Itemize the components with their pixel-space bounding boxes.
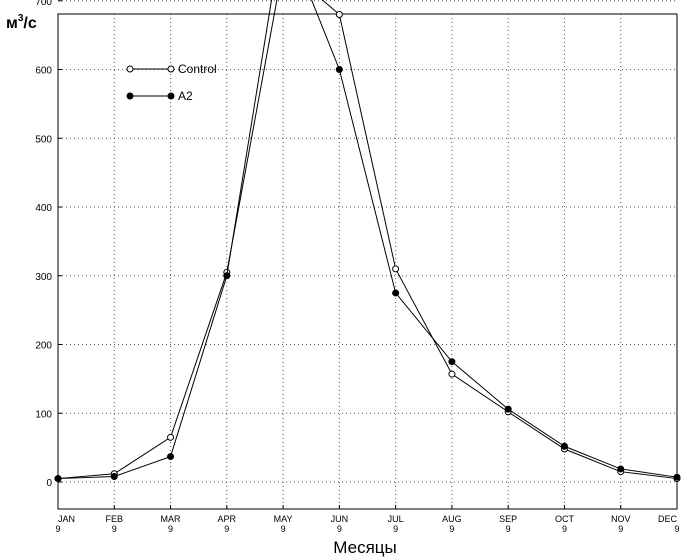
x-tick-label-apr: APR	[218, 514, 237, 524]
plot-frame	[57, 13, 678, 510]
point-a2-aug	[448, 358, 456, 366]
x-tick-label-jun: JUN	[331, 514, 349, 524]
x-tick-label-jan: JAN	[58, 514, 75, 524]
legend-item-a2: A2	[126, 89, 193, 103]
x-tick-sublabel-jan: 9	[55, 524, 60, 534]
point-a2-jun	[335, 66, 343, 73]
x-tick-sublabel-feb: 9	[112, 524, 117, 534]
point-control-mar	[167, 433, 175, 441]
series-control	[54, 0, 681, 483]
legend-marker-a2-1	[126, 92, 134, 100]
y-tick-label-600: 600	[35, 66, 52, 77]
point-a2-dec	[673, 473, 681, 481]
series-a2	[54, 0, 681, 483]
point-a2-mar	[167, 453, 175, 461]
legend-marker-control-2	[167, 65, 175, 73]
x-tick-label-mar: MAR	[161, 514, 182, 524]
x-tick-label-sep: SEP	[499, 514, 517, 524]
legend-marker-a2-2	[167, 92, 175, 100]
series-line-control	[57, 0, 678, 480]
x-tick-sublabel-mar: 9	[168, 524, 173, 534]
x-tick-sublabel-dec: 9	[674, 524, 679, 534]
point-a2-feb	[110, 473, 118, 480]
point-control-jul	[392, 265, 400, 273]
y-tick-label-0: 0	[46, 478, 52, 489]
x-tick-sublabel-oct: 9	[562, 524, 567, 534]
legend-marker-control-1	[126, 65, 134, 73]
point-a2-apr	[223, 272, 231, 280]
y-axis-label: м3/с	[6, 13, 37, 32]
y-tick-label-400: 400	[35, 203, 52, 214]
x-tick-label-may: MAY	[274, 514, 293, 524]
x-tick-sublabel-aug: 9	[449, 524, 454, 534]
legend-label-control: Control	[178, 62, 217, 76]
x-tick-label-aug: AUG	[442, 514, 462, 524]
point-a2-sep	[504, 405, 512, 413]
y-tick-label-200: 200	[35, 341, 52, 352]
legend-label-a2: A2	[178, 89, 193, 103]
y-axis-ticks: 0100200300400500600700800	[35, 0, 62, 489]
x-axis-ticks: JAN9FEB9MAR9APR9MAY9JUN9JUL9AUG9SEP9OCT9…	[55, 505, 680, 534]
point-a2-nov	[617, 465, 625, 473]
y-axis-label-unit: м	[6, 15, 18, 32]
x-tick-label-jul: JUL	[388, 514, 404, 524]
y-tick-label-300: 300	[35, 272, 52, 283]
x-tick-sublabel-apr: 9	[224, 524, 229, 534]
point-a2-jul	[392, 289, 400, 297]
grid	[58, 0, 677, 509]
y-tick-label-700: 700	[35, 0, 52, 8]
point-a2-jan	[54, 475, 62, 483]
point-control-jun	[335, 11, 343, 18]
y-axis-label-suffix: /с	[23, 15, 36, 32]
x-axis-label: Месяцы	[333, 538, 396, 557]
legend-item-control: Control	[126, 62, 217, 76]
series-line-a2	[57, 0, 678, 480]
x-tick-sublabel-jul: 9	[393, 524, 398, 534]
y-axis-label-superscript: 3	[18, 13, 24, 24]
x-tick-label-feb: FEB	[106, 514, 124, 524]
y-tick-label-100: 100	[35, 409, 52, 420]
point-a2-oct	[560, 442, 568, 450]
series	[54, 0, 681, 483]
x-tick-label-oct: OCT	[555, 514, 575, 524]
legend: Control A2	[126, 62, 217, 103]
x-tick-sublabel-sep: 9	[506, 524, 511, 534]
x-tick-sublabel-nov: 9	[618, 524, 623, 534]
x-tick-sublabel-may: 9	[281, 524, 286, 534]
y-tick-label-500: 500	[35, 134, 52, 145]
x-tick-sublabel-jun: 9	[337, 524, 342, 534]
x-tick-label-dec: DEC	[658, 514, 678, 524]
point-control-aug	[448, 370, 456, 378]
x-tick-label-nov: NOV	[611, 514, 631, 524]
